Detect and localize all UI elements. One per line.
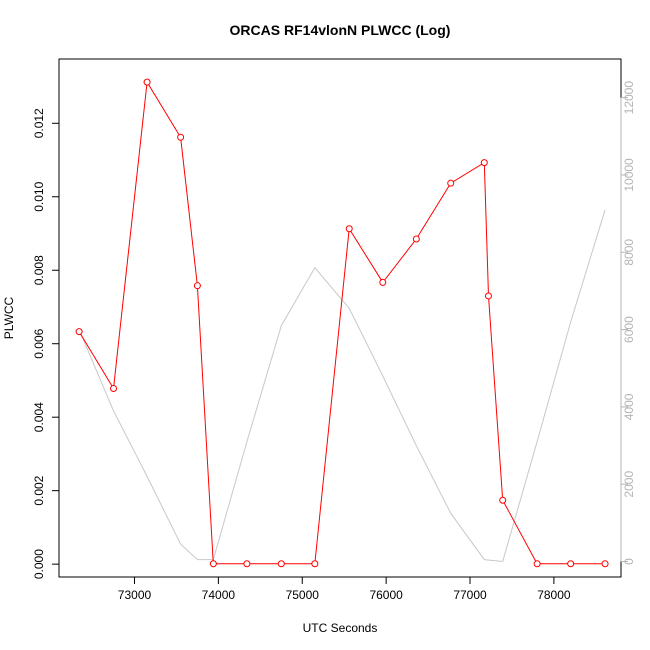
data-point — [447, 179, 455, 187]
right-y-tick-label: 8000 — [622, 239, 636, 266]
series-line-left — [78, 80, 606, 565]
data-point — [379, 278, 387, 286]
data-point — [311, 560, 319, 568]
y-tick-label: 0.008 — [32, 255, 46, 285]
y-tick-label: 0.002 — [32, 475, 46, 505]
x-axis-label: UTC Seconds — [303, 621, 378, 635]
right-y-axis: 0 2000 4000 6000 8000 10000 12000 — [620, 81, 636, 565]
data-point — [110, 385, 118, 393]
series-line-right — [78, 209, 606, 563]
data-point — [277, 560, 285, 568]
y-axis: 0.000 0.002 0.004 0.006 0.008 0.010 0.012 — [32, 108, 60, 579]
y-tick-label: 0.004 — [32, 402, 46, 432]
data-point — [193, 282, 201, 290]
data-point — [533, 560, 541, 568]
data-point — [412, 235, 420, 243]
right-y-tick-label: 6000 — [622, 316, 636, 343]
x-axis: 73000 74000 75000 76000 77000 78000 — [118, 576, 571, 602]
right-y-tick-label: 0 — [622, 558, 636, 565]
data-point — [75, 328, 83, 336]
x-tick-label: 75000 — [286, 588, 320, 602]
data-point — [177, 133, 185, 141]
x-tick-label: 76000 — [369, 588, 403, 602]
x-tick-label: 74000 — [202, 588, 236, 602]
data-point — [243, 560, 251, 568]
x-tick-label: 73000 — [118, 588, 152, 602]
data-point — [345, 225, 353, 233]
right-y-tick-label: 4000 — [622, 393, 636, 420]
right-y-tick-label: 12000 — [622, 81, 636, 115]
data-point — [484, 292, 492, 300]
right-y-tick-label: 10000 — [622, 158, 636, 192]
data-point — [480, 159, 488, 167]
data-point — [209, 560, 217, 568]
x-tick-label: 77000 — [453, 588, 487, 602]
y-tick-label: 0.012 — [32, 108, 46, 138]
chart-title: ORCAS RF14vlonN PLWCC (Log) — [230, 22, 451, 38]
y-tick-label: 0.010 — [32, 181, 46, 211]
x-tick-label: 78000 — [537, 588, 571, 602]
data-point — [601, 560, 609, 568]
data-point — [567, 560, 575, 568]
series-layer — [75, 78, 609, 568]
data-point — [499, 496, 507, 504]
y-axis-label: PLWCC — [2, 296, 16, 339]
y-tick-label: 0.000 — [32, 549, 46, 579]
right-y-tick-label: 2000 — [622, 471, 636, 498]
y-tick-label: 0.006 — [32, 328, 46, 358]
data-point — [143, 78, 151, 86]
